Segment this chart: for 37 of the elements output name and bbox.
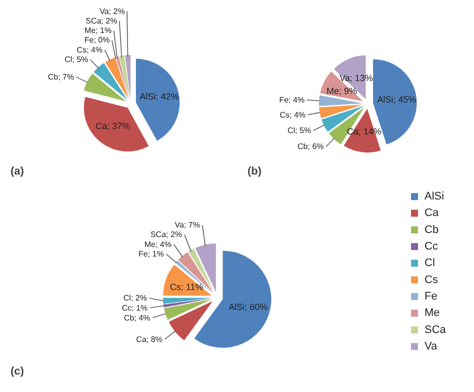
text: (c) — [10, 366, 24, 378]
text: (a) — [10, 166, 24, 178]
data-label: Cs; 4% — [280, 110, 306, 120]
legend-label: Va — [424, 340, 438, 353]
legend-label: Fe — [424, 290, 438, 303]
data-label: Me; 4% — [144, 240, 172, 249]
data-label: SCa; 2% — [86, 16, 118, 26]
data-label: SCa; 2% — [150, 230, 182, 240]
legend-label: Cs — [424, 274, 438, 286]
data-label: Fe; 4% — [279, 96, 305, 105]
data-label: Fe; 1% — [138, 250, 164, 259]
data-label: Cl; 5% — [64, 54, 88, 64]
data-label: AlSi; 60% — [228, 302, 268, 312]
data-label: Cb; 6% — [298, 142, 324, 152]
legend-label: Ca — [424, 207, 440, 220]
legend-label: SCa — [424, 324, 447, 336]
data-label: Cs; 4% — [76, 45, 103, 54]
text: Fe; 0% — [84, 36, 110, 45]
legend-label: Me — [424, 307, 440, 320]
data-label: AlSi; 42% — [140, 92, 179, 102]
legend-label: Cc — [424, 240, 438, 253]
data-label: Cl; 2% — [123, 294, 147, 303]
data-label: Ca; 8% — [136, 334, 162, 344]
data-label: Cc; 1% — [122, 303, 148, 312]
legend-label: Cb — [424, 224, 439, 236]
data-label: Cs; 11% — [170, 282, 204, 292]
legend-label: AlSi — [424, 190, 444, 203]
data-label: Cb; 4% — [124, 313, 150, 322]
data-label: Ca; 37% — [96, 121, 130, 132]
legend-label: Cl — [424, 257, 435, 270]
data-label: Va; 2% — [100, 6, 125, 16]
data-label: Cb; 7% — [48, 72, 74, 82]
data-label: Me; 1% — [84, 26, 112, 36]
data-label: Va; 7% — [174, 220, 200, 230]
text: (b) — [248, 166, 262, 178]
data-label: AlSi; 45% — [377, 94, 416, 104]
data-label: Cl; 5% — [288, 126, 312, 136]
